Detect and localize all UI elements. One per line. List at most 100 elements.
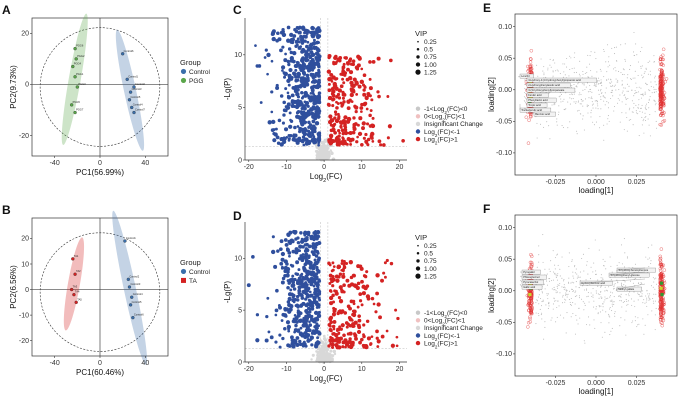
point-up xyxy=(341,77,345,81)
point-up xyxy=(329,329,333,333)
legend-entry: Log2(FC)>1 xyxy=(424,340,458,349)
loading-point xyxy=(568,75,570,77)
point-down xyxy=(297,25,302,30)
loading-point xyxy=(543,126,545,128)
panel-label: C xyxy=(233,3,242,17)
annotation-leader xyxy=(608,271,646,276)
loading-point xyxy=(574,264,576,267)
point-down xyxy=(314,30,320,35)
point-down xyxy=(310,236,313,240)
point-down xyxy=(286,95,292,100)
loading-point xyxy=(605,289,607,291)
sample-label: TA2 xyxy=(76,269,81,273)
loading-point xyxy=(634,90,636,92)
point-up xyxy=(371,140,375,143)
point-down xyxy=(310,25,315,31)
significant-point xyxy=(658,91,663,95)
significant-point xyxy=(528,310,533,315)
vip-size-label: 1.00 xyxy=(424,266,437,273)
loading-point xyxy=(607,297,609,299)
x-tick-label: 0 xyxy=(322,164,326,171)
loading-point xyxy=(576,86,578,88)
loading-point xyxy=(641,293,643,295)
loading-point xyxy=(599,294,601,296)
vip-size-key xyxy=(417,40,419,43)
loading-point xyxy=(598,127,601,129)
loading-point xyxy=(553,289,555,291)
loading-point xyxy=(582,115,584,117)
loading-point xyxy=(626,304,628,306)
point-down xyxy=(295,26,299,30)
panel-e: ELonchil3-Hydroxy-3-(3-hydroxyphenyl)pro… xyxy=(483,1,678,195)
loading-point xyxy=(623,94,625,97)
point-down xyxy=(311,60,315,64)
point-down xyxy=(310,111,315,116)
point-down xyxy=(307,279,312,284)
point-down xyxy=(310,88,315,93)
significant-point xyxy=(659,247,664,251)
loading-point xyxy=(645,301,647,303)
point-up xyxy=(366,137,371,142)
loading-point xyxy=(577,101,579,103)
group-ellipse-ta xyxy=(63,237,85,331)
loading-point xyxy=(553,286,555,289)
point-up xyxy=(358,292,363,296)
point-down xyxy=(306,111,312,117)
point-up xyxy=(357,84,362,89)
point-down xyxy=(317,91,322,95)
loading-point xyxy=(570,57,572,59)
point-down xyxy=(281,121,285,125)
loading-point xyxy=(608,56,610,58)
loading-point xyxy=(579,317,581,319)
point-insignificant xyxy=(327,352,331,356)
loading-point xyxy=(653,61,655,63)
loading-point xyxy=(582,100,584,102)
loading-point xyxy=(600,285,602,287)
point-down xyxy=(314,121,320,126)
loading-point xyxy=(610,279,612,281)
point-down xyxy=(286,91,290,95)
loading-point xyxy=(603,50,605,53)
loading-point xyxy=(609,307,611,309)
loading-point xyxy=(595,290,597,292)
x-tick-label: 0.025 xyxy=(628,179,646,186)
point-up xyxy=(341,96,345,100)
loading-point xyxy=(544,321,546,323)
loading-point xyxy=(645,67,647,69)
loading-point xyxy=(601,336,603,338)
loading-point xyxy=(647,293,649,295)
loading-point xyxy=(629,68,631,71)
vip-size-key xyxy=(415,273,421,279)
point-down xyxy=(294,247,299,252)
loading-point xyxy=(587,76,589,78)
loading-point xyxy=(568,265,570,268)
loading-point xyxy=(570,316,572,318)
point-down xyxy=(275,85,280,90)
loading-point xyxy=(624,60,626,62)
vip-size-key xyxy=(417,244,419,247)
point-down xyxy=(292,300,296,304)
point-down xyxy=(287,83,291,87)
loading-point xyxy=(585,324,588,326)
loading-point xyxy=(577,275,579,277)
loading-point xyxy=(572,98,574,100)
point-up xyxy=(339,72,343,76)
point-down xyxy=(291,137,296,142)
loading-point xyxy=(613,85,615,87)
point-up xyxy=(360,80,364,84)
loading-point xyxy=(646,297,648,299)
point-up xyxy=(340,262,344,265)
point-up xyxy=(370,335,374,339)
point-down xyxy=(270,90,274,94)
point-up xyxy=(335,60,339,64)
panel-a: AControl6Control1Control3Control2Control… xyxy=(2,3,211,177)
loading-point xyxy=(610,265,612,267)
point-down xyxy=(293,328,298,333)
point-up xyxy=(337,88,342,93)
loading-point xyxy=(632,282,634,284)
loading-point xyxy=(578,109,580,112)
point-up xyxy=(341,268,345,273)
point-down xyxy=(272,138,277,143)
point-down xyxy=(292,287,297,291)
point-down xyxy=(284,87,288,91)
